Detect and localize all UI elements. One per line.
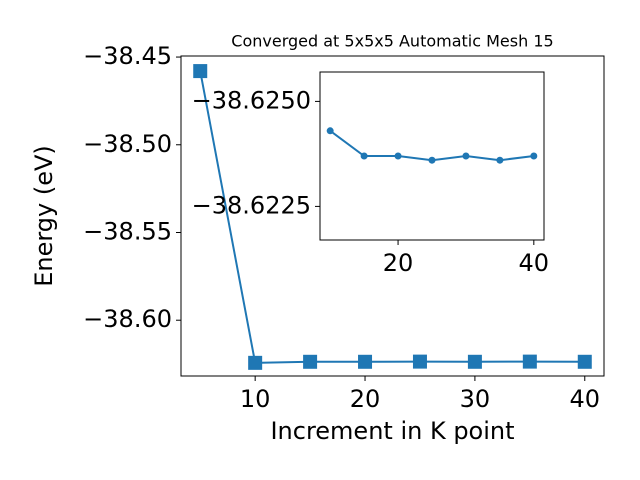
x-tick-label: 30 [460,385,491,413]
point [193,64,208,79]
point [360,152,368,160]
y-tick-label: −38.55 [83,217,172,245]
x-tick-label: 20 [350,385,381,413]
y-tick-label: −38.45 [83,42,172,70]
chart-title: Converged at 5x5x5 Automatic Mesh 15 [231,32,553,51]
line-series [199,70,585,364]
y-tick-label: −38.50 [83,130,172,158]
y-tick-label: −38.6250 [192,86,311,114]
x-tick-label: 20 [383,249,414,277]
x-tick-label: 10 [240,385,271,413]
y-tick-label: −38.60 [83,305,172,333]
plot-area [319,71,545,241]
point [522,354,537,369]
point [428,156,436,164]
y-axis-label: Energy (eV) [30,145,58,287]
point [358,354,373,369]
point [326,127,334,135]
point [530,152,538,160]
point [412,354,427,369]
x-tick-label: 40 [569,385,600,413]
y-tick-label: −38.6225 [192,191,311,219]
point [577,354,592,369]
point [462,152,470,160]
x-axis-label: Increment in K point [270,417,514,445]
point [496,156,504,164]
point [248,355,263,370]
point [303,354,318,369]
x-tick-label: 40 [519,249,550,277]
point [467,354,482,369]
point [394,152,402,160]
